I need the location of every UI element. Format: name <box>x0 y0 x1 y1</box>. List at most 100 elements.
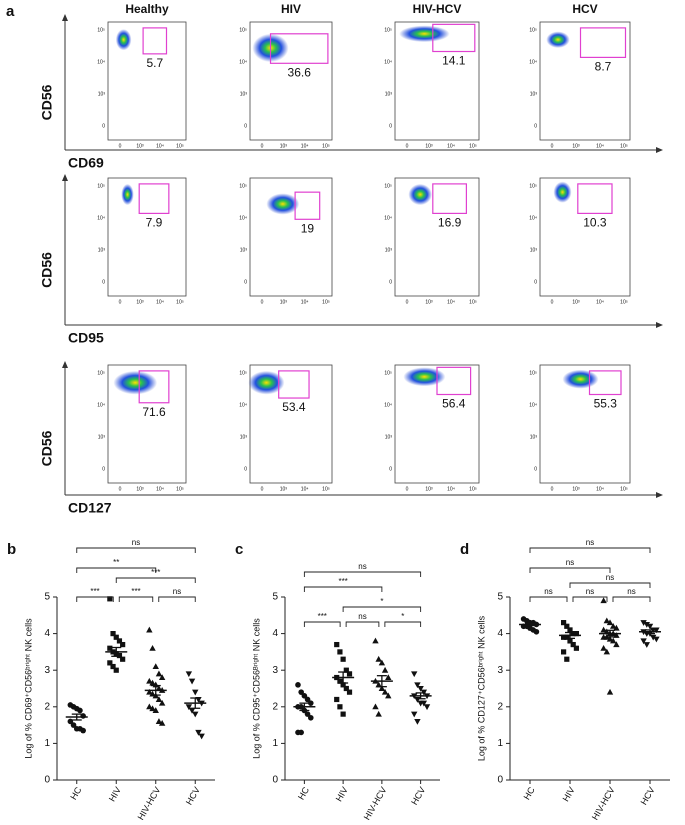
flow-y-tick: 10⁴ <box>529 59 537 65</box>
significance-label: ns <box>627 587 635 596</box>
data-point <box>116 652 123 659</box>
significance-bracket <box>115 577 196 583</box>
flow-y-tick: 10³ <box>240 434 248 440</box>
flow-y-tick: 0 <box>534 466 537 472</box>
flow-plot-frame <box>394 21 480 141</box>
data-point <box>155 685 163 691</box>
data-point <box>155 696 163 702</box>
y-tick-label: 5 <box>272 592 278 603</box>
flow-x-tick: 10³ <box>425 299 433 305</box>
flow-x-tick: 10⁵ <box>176 299 184 305</box>
flow-y-tick: 0 <box>389 123 392 129</box>
significance-bracket <box>158 596 196 602</box>
data-point <box>411 711 418 718</box>
significance-bracket <box>76 596 114 602</box>
flow-x-tick: 10⁴ <box>301 143 309 149</box>
significance-bracket <box>342 606 422 612</box>
data-point <box>600 644 607 651</box>
cell-population <box>403 367 446 387</box>
data-point <box>372 637 379 644</box>
flow-x-tick: 10⁵ <box>469 486 477 492</box>
data-point <box>188 707 196 714</box>
flow-x-tick: 10⁵ <box>322 143 330 149</box>
flow-y-tick: 10³ <box>240 91 248 97</box>
flow-y-tick: 0 <box>389 279 392 285</box>
column-header: Healthy <box>125 2 169 16</box>
flow-y-tick: 10³ <box>530 434 538 440</box>
flow-y-tick: 0 <box>244 466 247 472</box>
gate-percentage: 53.4 <box>282 400 306 414</box>
y-tick-label: 4 <box>497 628 503 639</box>
flow-x-tick: 10⁴ <box>156 143 164 149</box>
flow-y-tick: 10⁴ <box>239 215 247 221</box>
data-point <box>113 634 119 640</box>
data-point <box>192 711 199 718</box>
data-point <box>146 703 153 710</box>
data-point <box>340 656 346 662</box>
data-point <box>346 689 353 695</box>
x-marker-label: CD69 <box>68 155 104 171</box>
data-point <box>564 623 570 629</box>
cell-population <box>121 183 134 206</box>
significance-bracket <box>529 596 568 602</box>
gate <box>588 370 622 396</box>
data-point <box>375 710 382 717</box>
data-point <box>340 682 346 688</box>
cell-population <box>562 369 599 389</box>
cell-population <box>546 31 570 48</box>
flow-plot-frame <box>249 177 333 297</box>
data-point <box>116 638 123 644</box>
flow-x-tick: 0 <box>406 486 409 492</box>
gate <box>432 23 476 53</box>
flow-x-tick: 10⁵ <box>469 143 477 149</box>
flow-y-tick: 0 <box>389 466 392 472</box>
flow-x-tick: 10³ <box>572 143 580 149</box>
y-tick-label: 2 <box>497 701 503 712</box>
flow-x-tick: 10⁵ <box>469 299 477 305</box>
data-point <box>613 624 620 631</box>
flow-x-tick: 10³ <box>136 486 144 492</box>
data-point <box>603 617 610 624</box>
gate-percentage: 16.9 <box>438 216 462 230</box>
flow-y-tick: 10⁴ <box>97 215 105 221</box>
data-point <box>334 641 340 648</box>
x-tick-label: HC <box>68 785 83 802</box>
gate-percentage: 10.3 <box>583 216 607 230</box>
y-marker-label: CD56 <box>39 430 55 466</box>
data-point <box>152 707 159 713</box>
significance-label: ns <box>586 538 594 547</box>
flow-x-tick: 10⁵ <box>322 299 330 305</box>
data-point <box>606 635 614 642</box>
data-point <box>77 707 83 714</box>
data-point <box>420 700 428 707</box>
data-point <box>533 628 540 635</box>
gate-percentage: 36.6 <box>288 65 312 79</box>
data-point <box>378 685 386 691</box>
data-point <box>561 634 567 640</box>
y-tick-label: 0 <box>497 775 503 786</box>
significance-label: *** <box>151 568 160 577</box>
flow-x-tick: 0 <box>551 299 554 305</box>
flow-x-tick: 10⁴ <box>156 299 164 305</box>
significance-label: * <box>380 597 383 606</box>
flow-x-tick: 10³ <box>280 143 288 149</box>
data-point <box>414 718 421 725</box>
flow-x-tick: 10⁴ <box>596 486 604 492</box>
flow-y-tick: 10⁴ <box>97 59 105 65</box>
flow-x-tick: 10⁵ <box>176 143 184 149</box>
column-header: HCV <box>572 2 597 16</box>
gate <box>436 366 472 396</box>
data-point <box>564 634 570 640</box>
significance-label: ** <box>113 558 119 567</box>
flow-y-tick: 10⁵ <box>239 27 247 33</box>
y-axis-label: Log of % CD69⁺CD56ᵇʳⁱᵍʰᵗ NK cells <box>23 618 33 759</box>
data-point <box>307 700 314 706</box>
flow-x-tick: 10³ <box>136 143 144 149</box>
significance-bracket <box>572 596 608 602</box>
flow-y-tick: 10⁴ <box>384 402 392 408</box>
significance-bracket <box>76 547 196 553</box>
data-point <box>334 696 340 703</box>
y-tick-label: 5 <box>497 592 503 603</box>
flow-y-tick: 10³ <box>385 247 393 253</box>
